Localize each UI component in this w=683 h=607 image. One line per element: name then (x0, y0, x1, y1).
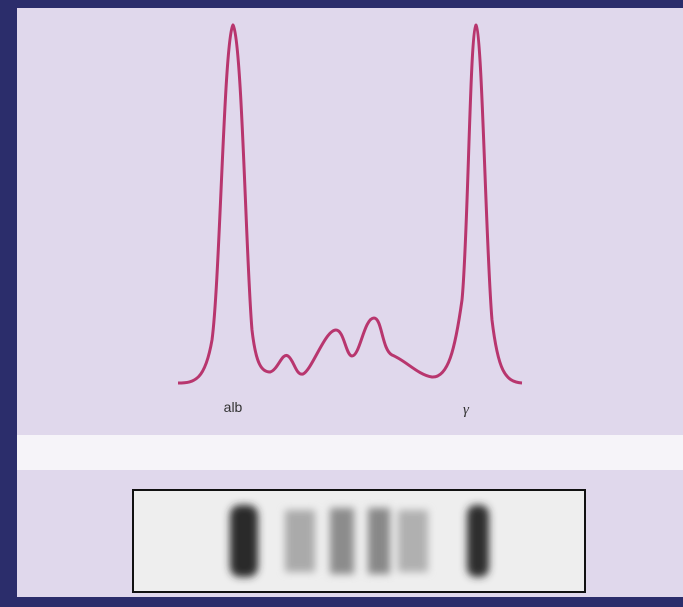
electrophoresis-figure: alb γ (0, 0, 683, 607)
gel-frame (133, 490, 585, 592)
alpha-band (285, 510, 315, 572)
beta2-band (368, 508, 390, 574)
beta1-band (330, 508, 354, 574)
divider-strip (17, 435, 683, 470)
gel-strip (133, 490, 585, 592)
albumin-label: alb (224, 399, 243, 415)
gamma-band (467, 505, 489, 577)
faint-band (398, 510, 428, 572)
albumin-band (230, 505, 258, 577)
densitometry-panel (17, 8, 683, 435)
